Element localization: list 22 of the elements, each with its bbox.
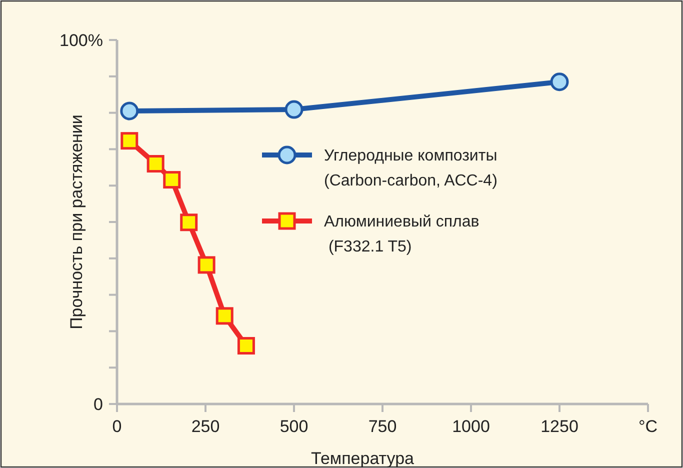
point — [550, 72, 569, 92]
point — [180, 214, 198, 232]
x-tick-label: 1250 — [540, 417, 578, 436]
x-tick-label: °C — [638, 417, 658, 436]
point — [284, 100, 304, 119]
point — [163, 171, 181, 189]
x-tick-label: 250 — [191, 417, 220, 436]
y-axis-title: Прочность при растяжении — [67, 114, 86, 330]
x-tick-label: 750 — [368, 417, 397, 436]
point — [146, 155, 164, 173]
legend-label: Алюминиевый сплав (F332.1 T5) — [324, 214, 480, 256]
x-axis-title: Температура — [311, 449, 415, 468]
x-tick-label: 0 — [112, 417, 122, 436]
point — [198, 256, 216, 274]
point — [237, 337, 255, 355]
point — [216, 307, 234, 325]
y-tick-label: 100% — [60, 30, 103, 50]
x-tick-label: 1000 — [452, 417, 490, 436]
x-tick-label: 500 — [280, 417, 308, 436]
point — [120, 132, 138, 150]
point — [120, 102, 139, 120]
legend-label: Углеродные композиты (Carbon-carbon, ACC-4) — [324, 148, 498, 190]
